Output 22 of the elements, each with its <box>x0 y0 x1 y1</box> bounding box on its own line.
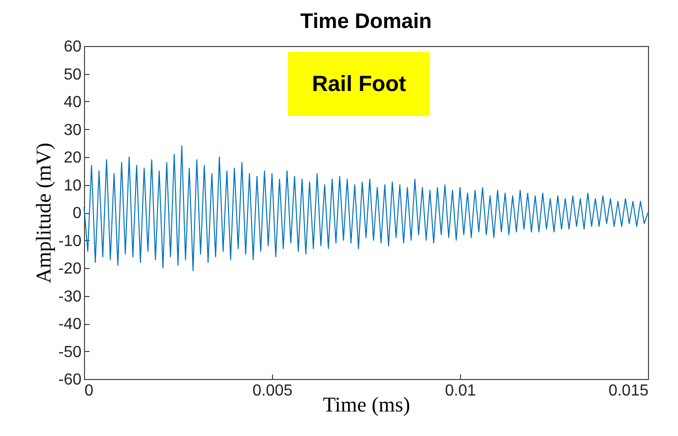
y-tick-label: 10 <box>64 177 82 194</box>
x-tick-label: 0 <box>84 382 94 400</box>
line-series <box>84 145 648 272</box>
y-tick-label: -20 <box>58 260 82 278</box>
x-tick-label: 0.01 <box>444 382 476 400</box>
x-tick-label: 0.015 <box>608 382 649 400</box>
x-axis-title: Time (ms) <box>322 392 410 416</box>
y-tick-label: 40 <box>64 94 82 111</box>
y-tick-label: -50 <box>58 344 82 361</box>
y-axis-title: Amplitude (mV) <box>31 142 56 284</box>
chart-title: Time Domain <box>300 10 432 33</box>
annotation: Rail Foot <box>288 52 430 116</box>
y-tick-label: 30 <box>64 122 82 139</box>
y-tick-label: -30 <box>58 288 82 306</box>
y-tick-label: 20 <box>64 150 82 166</box>
y-tick-label: 0 <box>72 205 82 222</box>
y-tick-label: -10 <box>58 232 82 250</box>
y-tick-label: 60 <box>64 38 82 56</box>
y-tick-label: -40 <box>58 316 82 333</box>
y-tick-label: -60 <box>58 372 82 388</box>
y-tick-label: 50 <box>64 66 82 84</box>
x-tick-label: 0.005 <box>252 382 293 400</box>
